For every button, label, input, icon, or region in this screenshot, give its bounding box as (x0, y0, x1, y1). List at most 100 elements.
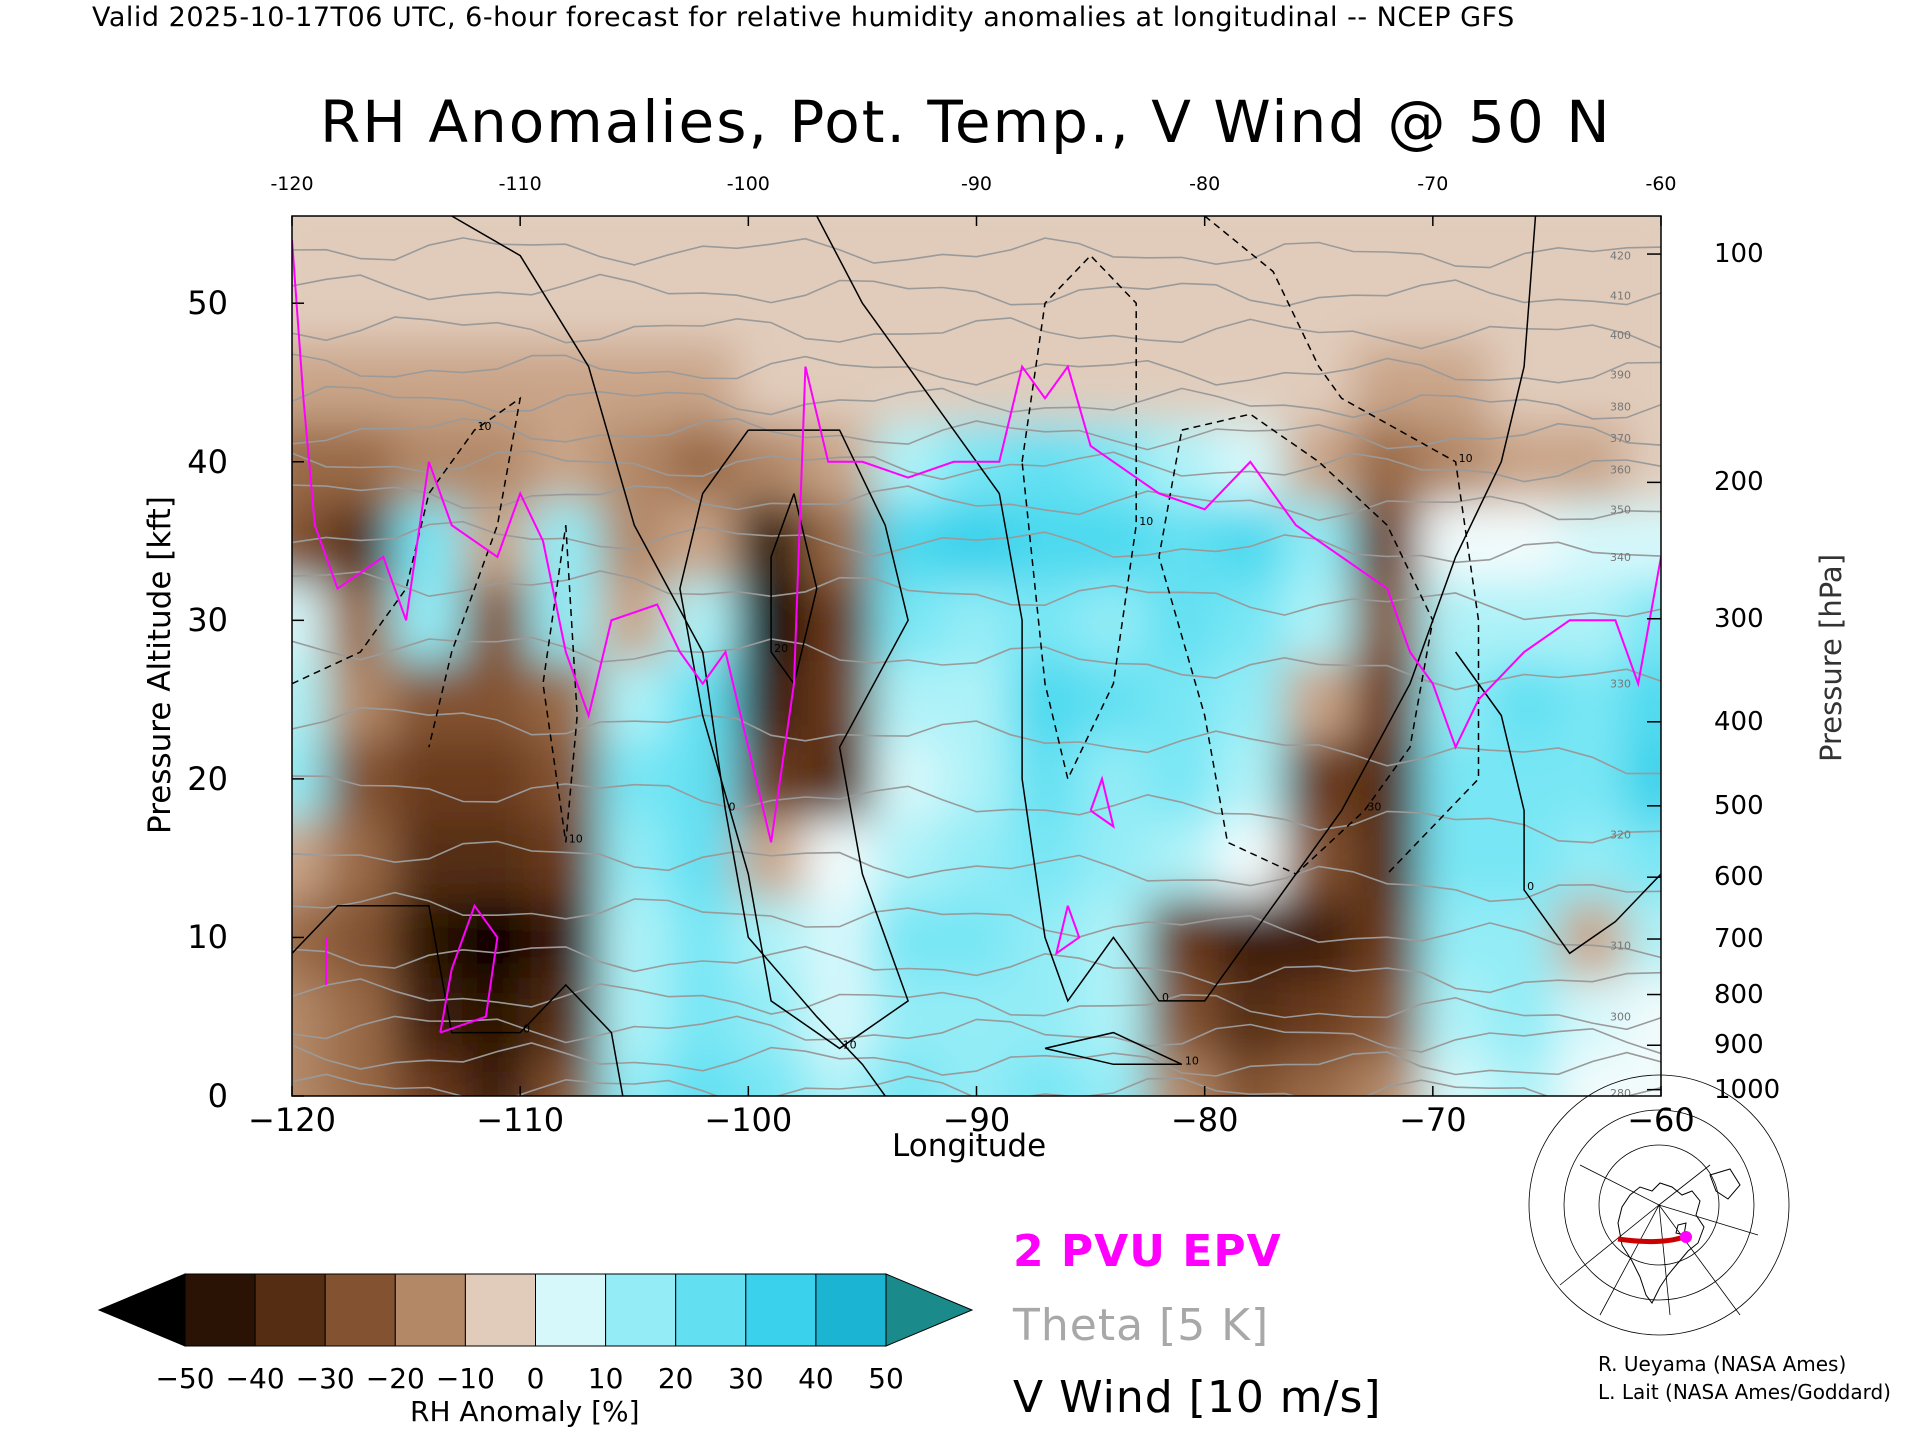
anomaly-cell (667, 1055, 738, 1096)
anomaly-cell (325, 817, 396, 899)
anomaly-cell (530, 976, 602, 1058)
anomaly-cell (1420, 896, 1491, 979)
v-wind-label: 10 (1139, 515, 1153, 528)
anomaly-cell (530, 738, 602, 820)
colorbar-tick-label: 30 (727, 1362, 764, 1395)
theta-line (292, 316, 1661, 350)
colorbar-tick-label: −30 (295, 1362, 355, 1395)
anomaly-cell (941, 341, 1012, 424)
anomaly-cell (462, 658, 533, 741)
anomaly-cell (599, 216, 670, 265)
x-tick-label: −110 (476, 1101, 565, 1139)
anomaly-cell (1215, 341, 1286, 424)
anomaly-cell (462, 216, 533, 265)
v-wind-label: 0 (1527, 880, 1534, 893)
colorbar-bin (605, 1273, 677, 1347)
v-wind-label: 10 (478, 420, 492, 433)
theta-line (292, 945, 1661, 994)
anomaly-cell (1009, 421, 1081, 503)
pressure-tick-label: 900 (1714, 1030, 1764, 1061)
anomaly-cell (1146, 421, 1218, 503)
v-wind-line (1021, 254, 1137, 782)
anomaly-cell (325, 341, 396, 424)
pressure-tick-label: 300 (1714, 603, 1764, 634)
anomaly-cell (1009, 738, 1081, 820)
anomaly-cell (1078, 216, 1149, 265)
x-tick-label: −60 (1627, 1101, 1695, 1139)
anomaly-cell (292, 817, 328, 899)
anomaly-cell (1351, 658, 1423, 741)
v-wind-label: 20 (774, 642, 788, 655)
v-wind-label: 10 (569, 832, 583, 845)
theta-line (292, 1015, 1661, 1055)
theta-label: 420 (1610, 250, 1631, 263)
x-tick-label: −100 (704, 1101, 793, 1139)
credit-ueyama: R. Ueyama (NASA Ames) (1598, 1352, 1847, 1376)
pressure-tick-label: 700 (1714, 924, 1764, 955)
v-wind-line (451, 216, 886, 1096)
v-wind-label: 10 (843, 1038, 857, 1051)
colorbar-tick-label: 0 (526, 1362, 545, 1395)
anomaly-cell (872, 1055, 944, 1096)
theta-line (292, 706, 1661, 775)
anomaly-cell (941, 896, 1012, 979)
top-tick-label: -60 (1645, 173, 1677, 195)
anomaly-cell (872, 658, 944, 741)
anomaly-cell (599, 738, 670, 820)
anomaly-cell (393, 262, 465, 344)
anomaly-cell (735, 817, 807, 899)
anomaly-cell (530, 341, 602, 424)
y-tick-label: 40 (187, 442, 228, 481)
anomaly-cell (1215, 658, 1286, 741)
anomaly-cell (1420, 500, 1491, 582)
anomaly-cell (325, 579, 396, 661)
legend-v-wind: V Wind [10 m/s] (1013, 1372, 1382, 1423)
anomaly-cell (804, 658, 875, 741)
anomaly-cell (1215, 579, 1286, 661)
axes-ticks (291, 216, 1662, 1097)
colorbar-tick-label: 50 (868, 1362, 904, 1395)
x-tick-label: −80 (1170, 1101, 1239, 1139)
anomaly-cell (1078, 500, 1149, 582)
anomaly-cell (530, 500, 602, 582)
anomaly-cell (1078, 817, 1149, 899)
y-tick-label: 20 (187, 759, 228, 798)
anomaly-cell (1625, 896, 1661, 979)
anomaly-cell (462, 500, 533, 582)
anomaly-cell (804, 738, 875, 820)
anomaly-cell (1078, 658, 1149, 741)
anomaly-cell (1625, 421, 1661, 503)
anomaly-cell (872, 341, 944, 424)
anomaly-cell (599, 658, 670, 741)
anomaly-cell (1283, 658, 1354, 741)
v-wind-label: 0 (523, 1023, 530, 1036)
pressure-tick-label: 400 (1714, 706, 1764, 737)
anomaly-cell (1557, 738, 1628, 820)
anomaly-cell (1625, 341, 1661, 424)
anomaly-cell (1283, 341, 1354, 424)
anomaly-cell (1283, 896, 1354, 979)
anomaly-cell (393, 976, 465, 1058)
colorbar-bin (324, 1273, 396, 1347)
anomaly-cell (667, 896, 738, 979)
anomaly-cell (872, 976, 944, 1058)
theta-label: 300 (1610, 1011, 1631, 1024)
anomaly-cell (1420, 262, 1491, 344)
anomaly-cell (1215, 1055, 1286, 1096)
anomaly-cell (530, 262, 602, 344)
anomaly-cell (1283, 216, 1354, 265)
theta-label: 330 (1610, 678, 1631, 691)
anomaly-cell (804, 216, 875, 265)
pressure-tick-label: 500 (1714, 790, 1764, 821)
colorbar-bin (815, 1273, 887, 1347)
anomaly-cell (1420, 738, 1491, 820)
colorbar-tick-label: −50 (155, 1362, 215, 1395)
anomaly-cell (1488, 341, 1560, 424)
anomaly-cell (1625, 500, 1661, 582)
anomaly-cell (393, 500, 465, 582)
epv-line (1054, 905, 1081, 956)
anomaly-cell (1420, 216, 1491, 265)
anomaly-cell (462, 421, 533, 503)
anomaly-cell (735, 976, 807, 1058)
theta-label: 350 (1610, 503, 1631, 516)
